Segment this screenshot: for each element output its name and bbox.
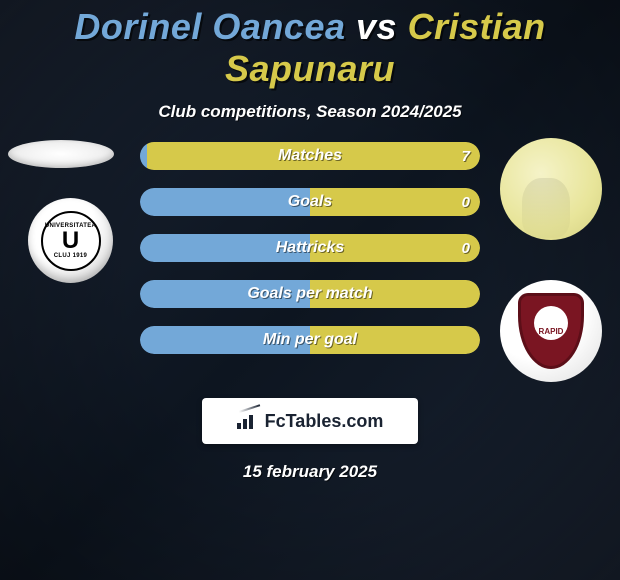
- club-left-bottom: CLUJ 1919: [54, 253, 87, 259]
- stat-row: Goals per match: [140, 280, 480, 308]
- stat-right-fill: [147, 142, 480, 170]
- club-left-letter: U: [62, 229, 79, 253]
- stat-right-fill: [310, 234, 480, 262]
- club-right-shield: RAPID: [518, 293, 584, 369]
- stat-left-fill: [140, 142, 147, 170]
- date: 15 february 2025: [0, 462, 620, 482]
- player2-avatar: [500, 138, 602, 240]
- club-left-badge: UNIVERSITATEA U CLUJ 1919: [41, 211, 101, 271]
- player1-avatar: [8, 140, 114, 168]
- subtitle: Club competitions, Season 2024/2025: [0, 102, 620, 122]
- stat-row: Goals0: [140, 188, 480, 216]
- stat-bars: Matches7 Goals0 Hattricks0 Goals per match M…: [140, 142, 480, 354]
- stat-value-right: 0: [462, 234, 470, 262]
- stat-left-fill: [140, 280, 310, 308]
- player1-club-logo: UNIVERSITATEA U CLUJ 1919: [28, 198, 113, 283]
- stat-row: Min per goal: [140, 326, 480, 354]
- brand-badge[interactable]: FcTables.com: [202, 398, 418, 444]
- title-player1: Dorinel Oancea: [74, 6, 345, 47]
- player2-club-logo: RAPID: [500, 280, 602, 382]
- stat-right-fill: [310, 188, 480, 216]
- brand-text: FcTables.com: [265, 411, 384, 432]
- stat-right-fill: [310, 326, 480, 354]
- stat-right-fill: [310, 280, 480, 308]
- stat-left-fill: [140, 326, 310, 354]
- stat-row: Hattricks0: [140, 234, 480, 262]
- stat-value-right: 0: [462, 188, 470, 216]
- content: Dorinel Oancea vs Cristian Sapunaru Club…: [0, 0, 620, 482]
- title-vs: vs: [356, 6, 397, 47]
- bar-chart-icon: [237, 413, 259, 429]
- comparison-arena: UNIVERSITATEA U CLUJ 1919 RAPID Matches7…: [0, 150, 620, 380]
- page-title: Dorinel Oancea vs Cristian Sapunaru: [0, 0, 620, 90]
- stat-value-right: 7: [462, 142, 470, 170]
- stat-left-fill: [140, 234, 310, 262]
- club-right-name: RAPID: [539, 327, 564, 336]
- stat-row: Matches7: [140, 142, 480, 170]
- stat-left-fill: [140, 188, 310, 216]
